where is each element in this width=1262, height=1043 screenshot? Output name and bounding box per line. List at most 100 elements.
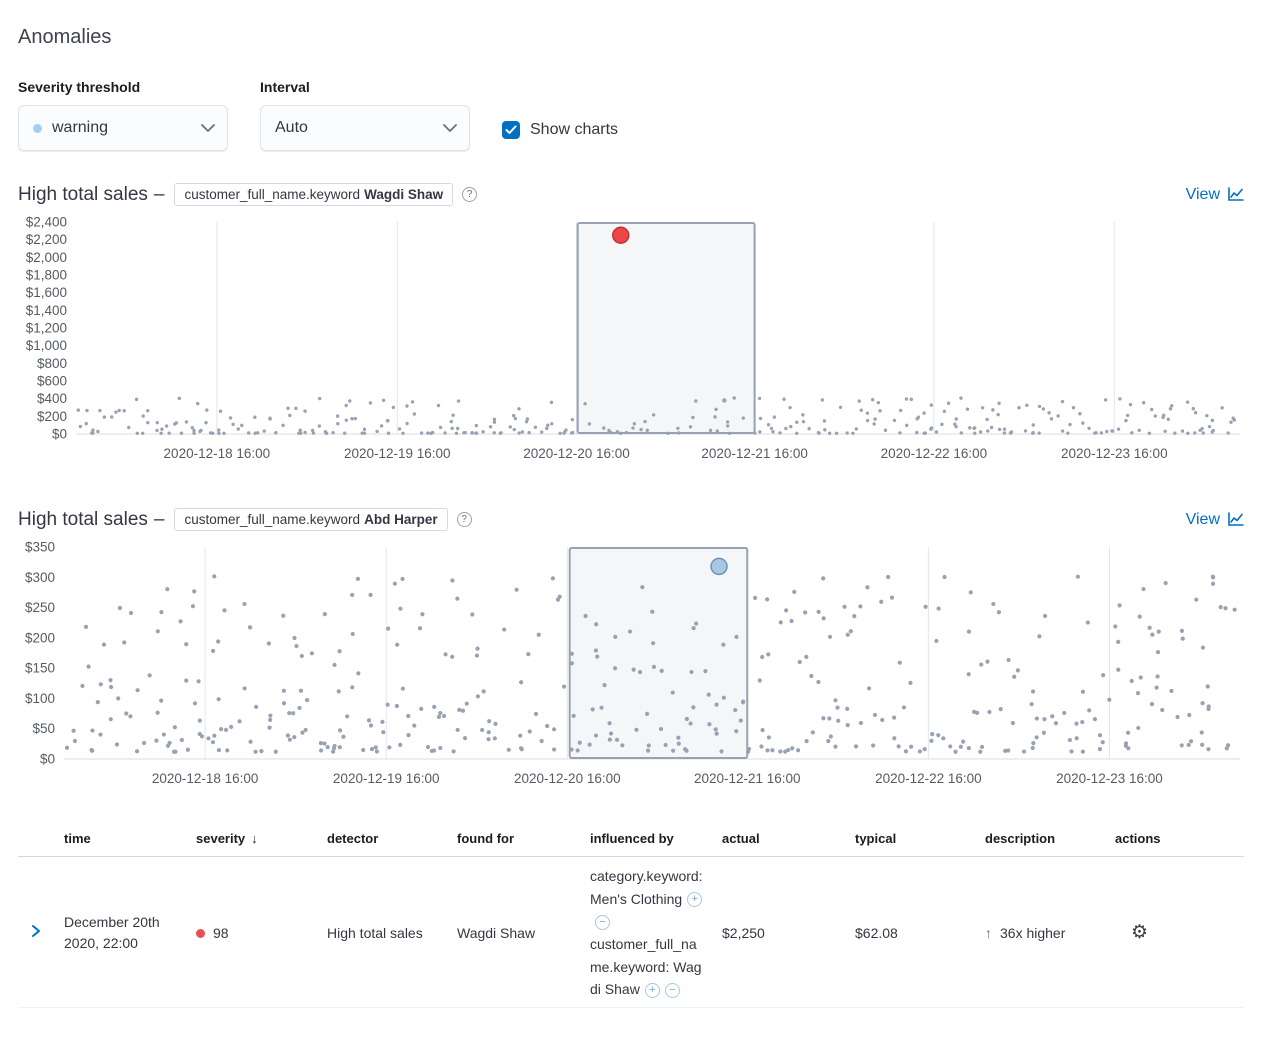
svg-text:$350: $350 [25, 540, 55, 555]
svg-text:2020-12-21 16:00: 2020-12-21 16:00 [701, 446, 808, 461]
severity-threshold-value: warning [52, 119, 109, 136]
cell-description: ↑ 36x higher [985, 923, 1115, 944]
chart-title: High total sales – [18, 508, 165, 530]
cell-actual: $2,250 [722, 924, 765, 941]
table-row: December 20th 2020, 22:00 98 High total … [18, 857, 1244, 1009]
severity-threshold-control: Severity threshold warning [18, 79, 228, 151]
warning-severity-dot-icon [33, 123, 42, 133]
anomaly-scatter-chart[interactable]: 2020-12-18 16:00 2020-12-19 16:00 2020-12-… [18, 537, 1244, 789]
arrow-up-icon: ↑ [985, 924, 992, 941]
svg-text:2020-12-23 16:00: 2020-12-23 16:00 [1061, 446, 1168, 461]
svg-text:$2,000: $2,000 [26, 250, 67, 265]
filter-for-icon[interactable]: + [687, 892, 703, 908]
header-description[interactable]: description [985, 831, 1056, 846]
svg-text:$2,200: $2,200 [26, 232, 67, 247]
svg-text:$200: $200 [25, 630, 55, 645]
cell-detector: High total sales [327, 924, 423, 941]
interval-control: Interval Auto [260, 79, 470, 151]
show-charts-checkbox[interactable]: Show charts [502, 121, 618, 139]
svg-text:$800: $800 [37, 356, 67, 371]
view-link[interactable]: View [1186, 511, 1244, 529]
filter-out-icon[interactable]: − [664, 983, 680, 999]
severity-threshold-label: Severity threshold [18, 79, 141, 95]
cell-typical: $62.08 [855, 924, 898, 941]
svg-text:$400: $400 [37, 391, 67, 406]
cell-severity: 98 [196, 923, 327, 944]
help-icon[interactable]: ? [462, 187, 478, 202]
line-chart-icon [1228, 511, 1244, 526]
svg-text:$50: $50 [32, 721, 55, 736]
chevron-down-icon [201, 124, 215, 132]
header-influenced-by[interactable]: influenced by [590, 831, 674, 846]
svg-text:2020-12-19 16:00: 2020-12-19 16:00 [344, 446, 451, 461]
cell-actions: ⚙ [1115, 919, 1244, 948]
header-detector[interactable]: detector [327, 831, 379, 846]
interval-value: Auto [275, 119, 308, 136]
svg-text:2020-12-18 16:00: 2020-12-18 16:00 [164, 446, 271, 461]
svg-text:$1,400: $1,400 [26, 303, 67, 318]
anomaly-chart-section-wagdi-shaw: High total sales – customer_full_name.key… [18, 183, 1244, 464]
svg-text:$0: $0 [40, 752, 55, 767]
svg-text:$1,600: $1,600 [26, 285, 67, 300]
anomaly-scatter-chart[interactable]: 2020-12-18 16:00 2020-12-19 16:00 2020-12-… [18, 212, 1244, 464]
svg-text:2020-12-22 16:00: 2020-12-22 16:00 [881, 446, 988, 461]
line-chart-icon [1228, 186, 1244, 201]
svg-text:2020-12-20 16:00: 2020-12-20 16:00 [523, 446, 630, 461]
influencer-entry: category.keyword: Men's Clothing +− [590, 868, 703, 931]
svg-text:$1,800: $1,800 [26, 268, 67, 283]
svg-text:$100: $100 [25, 691, 55, 706]
chart-header: High total sales – customer_full_name.key… [18, 183, 1244, 206]
svg-text:$250: $250 [25, 600, 55, 615]
filter-for-icon[interactable]: + [644, 983, 660, 999]
cell-influenced-by: category.keyword: Men's Clothing +− custo… [590, 865, 722, 1001]
chevron-right-icon [32, 924, 40, 937]
svg-text:2020-12-19 16:00: 2020-12-19 16:00 [333, 771, 440, 786]
sort-desc-icon: ↓ [251, 831, 258, 846]
entity-badge: customer_full_name.keyword Wagdi Shaw [174, 183, 454, 206]
cell-time: December 20th 2020, 22:00 [64, 914, 160, 952]
svg-text:2020-12-21 16:00: 2020-12-21 16:00 [694, 771, 801, 786]
anomaly-chart-section-abd-harper: High total sales – customer_full_name.key… [18, 508, 1244, 789]
interval-label: Interval [260, 79, 310, 95]
gear-icon[interactable]: ⚙ [1131, 921, 1149, 943]
svg-text:$300: $300 [25, 570, 55, 585]
chart-title: High total sales – [18, 183, 165, 205]
cell-expand [18, 923, 64, 944]
page-title: Anomalies [18, 26, 112, 48]
cell-found-for: Wagdi Shaw [457, 924, 536, 941]
severity-threshold-select[interactable]: warning [18, 105, 228, 151]
svg-text:$0: $0 [52, 427, 67, 442]
header-typical[interactable]: typical [855, 831, 897, 846]
svg-text:$150: $150 [25, 661, 55, 676]
header-time[interactable]: time [64, 831, 91, 846]
entity-badge: customer_full_name.keyword Abd Harper [174, 508, 448, 531]
controls-row: Severity threshold warning Interval Auto… [18, 79, 1244, 151]
header-actual[interactable]: actual [722, 831, 760, 846]
view-link[interactable]: View [1186, 186, 1244, 204]
svg-text:$2,400: $2,400 [26, 215, 67, 230]
svg-text:2020-12-20 16:00: 2020-12-20 16:00 [514, 771, 621, 786]
svg-text:2020-12-22 16:00: 2020-12-22 16:00 [875, 771, 982, 786]
checkbox-check-icon [502, 121, 520, 139]
filter-out-icon[interactable]: − [595, 915, 610, 931]
interval-select[interactable]: Auto [260, 105, 470, 151]
help-icon[interactable]: ? [456, 512, 472, 527]
influencer-entry: customer_full_name.keyword: Wagdi Shaw + − [590, 936, 702, 999]
svg-text:$1,000: $1,000 [26, 338, 67, 353]
chevron-down-icon [443, 124, 457, 132]
header-found-for[interactable]: found for [457, 831, 515, 846]
chart-header: High total sales – customer_full_name.key… [18, 508, 1244, 531]
svg-text:2020-12-23 16:00: 2020-12-23 16:00 [1056, 771, 1163, 786]
critical-severity-dot-icon [196, 928, 205, 938]
table-header-row: time severity ↓ detector found for influe… [18, 825, 1244, 857]
header-severity[interactable]: severity ↓ [196, 831, 258, 846]
show-charts-label: Show charts [530, 121, 619, 138]
header-expand [18, 825, 64, 856]
anomalies-table: time severity ↓ detector found for influe… [18, 825, 1244, 1009]
header-actions: actions [1115, 831, 1161, 846]
expand-row-button[interactable] [30, 924, 42, 938]
svg-text:$200: $200 [37, 409, 67, 424]
svg-text:$600: $600 [37, 374, 67, 389]
svg-text:$1,200: $1,200 [26, 321, 67, 336]
svg-text:2020-12-18 16:00: 2020-12-18 16:00 [152, 771, 259, 786]
